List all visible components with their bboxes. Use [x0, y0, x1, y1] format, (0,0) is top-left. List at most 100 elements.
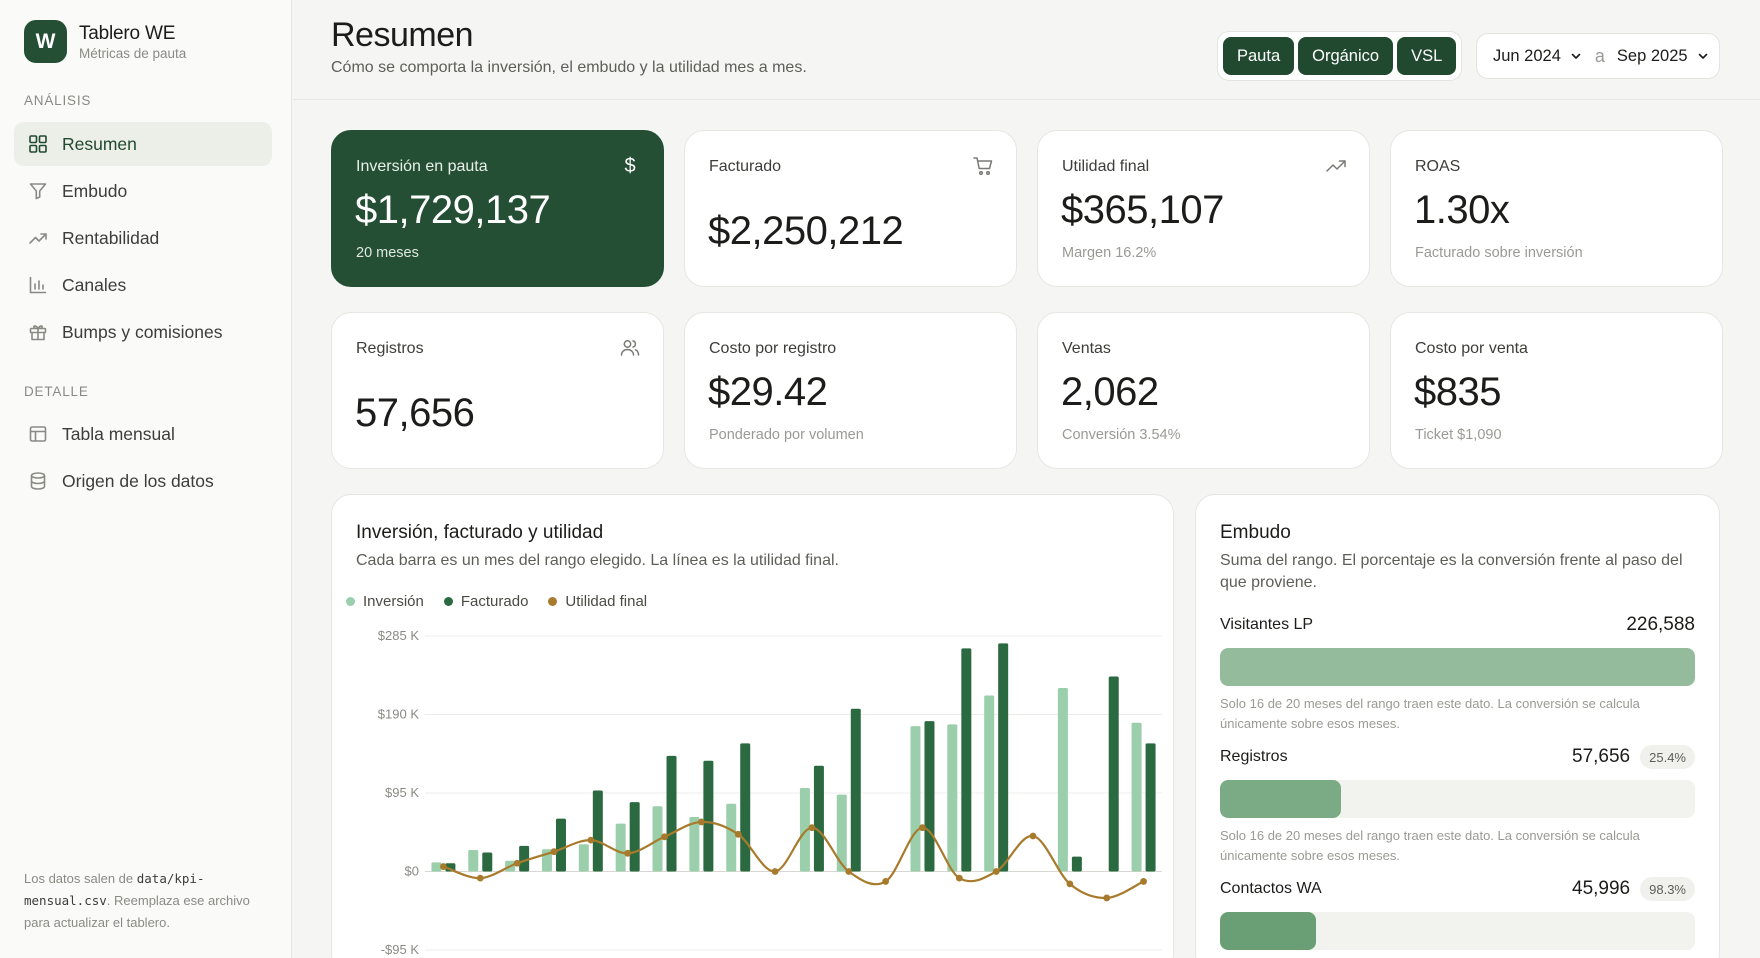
point-utilidad-final	[661, 833, 668, 841]
bar-facturado	[850, 708, 861, 872]
users-icon	[620, 340, 640, 356]
bar-facturado	[813, 765, 824, 872]
legend-item-facturado[interactable]: Facturado	[443, 593, 529, 610]
brand-name: Tablero WE	[79, 22, 176, 44]
dollar-icon: $	[624, 155, 636, 177]
kpi-label: Utilidad final	[1062, 158, 1150, 175]
bar-inversion	[431, 862, 442, 872]
bar-inversion	[468, 850, 479, 872]
bar-inversion	[1131, 722, 1142, 872]
kpi-value: 1.30x	[1414, 188, 1510, 232]
kpi-card-utilidad: Utilidad final $365,107 Margen 16.2%	[1037, 130, 1370, 287]
funnel-step-note: Solo 16 de 20 meses del rango traen este…	[1220, 828, 1640, 863]
point-utilidad-final	[476, 874, 484, 882]
sidebar-item-origen-datos[interactable]: Origen de los datos	[14, 459, 272, 503]
bar-facturado	[1145, 743, 1156, 872]
kpi-note: Ticket $1,090	[1415, 427, 1502, 443]
bar-chart-icon	[29, 276, 47, 294]
kpi-value: 2,062	[1061, 370, 1159, 414]
filter-chip-organico[interactable]: Orgánico	[1298, 37, 1394, 75]
point-utilidad-final	[1066, 880, 1074, 888]
point-utilidad-final	[955, 874, 963, 882]
point-utilidad-final	[697, 818, 705, 826]
chevron-down-icon	[1571, 53, 1581, 59]
funnel-step-note: Solo 16 de 20 meses del rango traen este…	[1220, 696, 1640, 731]
kpi-label: Facturado	[709, 158, 782, 175]
bar-facturado	[629, 802, 640, 872]
legend-label: Facturado	[460, 593, 529, 610]
sidebar-item-tabla-mensual[interactable]: Tabla mensual	[14, 412, 272, 456]
sidebar-item-label: Canales	[62, 274, 127, 295]
funnel-step-registros: Registros 57,656 25.4% Solo 16 de 20 mes…	[1220, 744, 1695, 866]
point-utilidad-final	[882, 878, 890, 885]
kpi-value: $835	[1414, 370, 1501, 414]
sidebar-item-label: Bumps y comisiones	[62, 321, 223, 342]
legend-item-inversion[interactable]: Inversión	[346, 593, 424, 610]
kpi-note: Ponderado por volumen	[709, 427, 864, 443]
y-tick-label: -$95 K	[381, 942, 420, 957]
y-tick-label: $190 K	[378, 707, 420, 722]
legend-label: Inversión	[363, 593, 424, 610]
bar-inversion	[1057, 688, 1068, 872]
y-tick-label: $95 K	[385, 785, 419, 800]
date-to-label: Sep 2025	[1616, 46, 1688, 65]
conversion-badge: 25.4%	[1640, 745, 1695, 769]
funnel-icon	[29, 183, 47, 200]
kpi-note: 20 meses	[356, 245, 419, 261]
kpi-label: ROAS	[1415, 158, 1461, 175]
kpi-card-inversion: Inversión en pauta $ $1,729,137 20 meses	[331, 130, 664, 287]
date-from-select[interactable]: Jun 2024	[1493, 47, 1583, 66]
sidebar-item-canales[interactable]: Canales	[14, 263, 272, 307]
bar-facturado	[703, 760, 714, 872]
bar-facturado	[961, 648, 972, 872]
nav-section-detail: DETALLE	[24, 384, 89, 399]
funnel-bar-track	[1220, 912, 1695, 950]
kpi-label: Costo por venta	[1415, 340, 1528, 357]
sidebar-item-resumen[interactable]: Resumen	[14, 122, 272, 166]
kpi-card-roas: ROAS 1.30x Facturado sobre inversión	[1390, 130, 1723, 287]
funnel-step-value: 57,656	[1572, 746, 1631, 767]
brand[interactable]: W Tablero WE Métricas de pauta	[24, 20, 186, 63]
brand-logo: W	[24, 20, 67, 63]
bar-facturado	[740, 743, 751, 872]
bar-inversion	[615, 823, 626, 872]
kpi-card-costo-registro: Costo por registro $29.42 Ponderado por …	[684, 312, 1017, 469]
sidebar-item-rentabilidad[interactable]: Rentabilidad	[14, 216, 272, 260]
kpi-card-facturado: Facturado $2,250,212	[684, 130, 1017, 287]
filter-chip-vsl[interactable]: VSL	[1397, 37, 1457, 75]
date-to-select[interactable]: Sep 2025	[1617, 47, 1710, 66]
page-title: Resumen	[331, 16, 474, 54]
page-subtitle: Cómo se comporta la inversión, el embudo…	[331, 59, 807, 76]
point-utilidad-final	[845, 868, 853, 875]
kpi-label: Costo por registro	[709, 340, 837, 357]
chart-panel: Inversión, facturado y utilidad Cada bar…	[331, 494, 1174, 958]
sidebar-item-embudo[interactable]: Embudo	[14, 169, 272, 213]
legend-swatch	[346, 597, 355, 606]
sidebar-item-bumps[interactable]: Bumps y comisiones	[14, 310, 272, 354]
kpi-card-costo-venta: Costo por venta $835 Ticket $1,090	[1390, 312, 1723, 469]
sidebar-footer-note: Los datos salen de data/kpi-mensual.csv.…	[24, 871, 250, 930]
kpi-card-ventas: Ventas 2,062 Conversión 3.54%	[1037, 312, 1370, 469]
bar-inversion	[910, 726, 921, 872]
kpi-note: Facturado sobre inversión	[1415, 245, 1583, 261]
legend-label: Utilidad final	[565, 593, 648, 610]
bar-inversion	[726, 803, 737, 872]
funnel-step-name: Visitantes LP	[1220, 616, 1314, 633]
bar-facturado	[1071, 856, 1082, 872]
y-tick-label: $285 K	[378, 628, 420, 643]
channel-filter: Pauta Orgánico VSL	[1217, 31, 1463, 81]
bar-inversion	[799, 788, 810, 872]
funnel-panel: Embudo Suma del rango. El porcentaje es …	[1195, 494, 1720, 958]
point-utilidad-final	[734, 830, 742, 838]
combo-chart: $285 K $190 K $95 K $0 -$95 K	[378, 628, 1162, 957]
sidebar-item-label: Embudo	[62, 180, 128, 201]
funnel-bar-fill	[1220, 912, 1317, 950]
y-tick-label: $0	[405, 864, 419, 879]
kpi-value: 57,656	[355, 391, 475, 435]
sidebar-item-label: Origen de los datos	[62, 470, 214, 491]
funnel-step-value: 226,588	[1626, 614, 1695, 635]
legend-item-utilidad[interactable]: Utilidad final	[548, 593, 647, 610]
filter-chip-pauta[interactable]: Pauta	[1223, 37, 1295, 75]
data-file-path: data/kpi-mensual.csv	[24, 871, 205, 908]
brand-subtitle: Métricas de pauta	[79, 45, 187, 61]
